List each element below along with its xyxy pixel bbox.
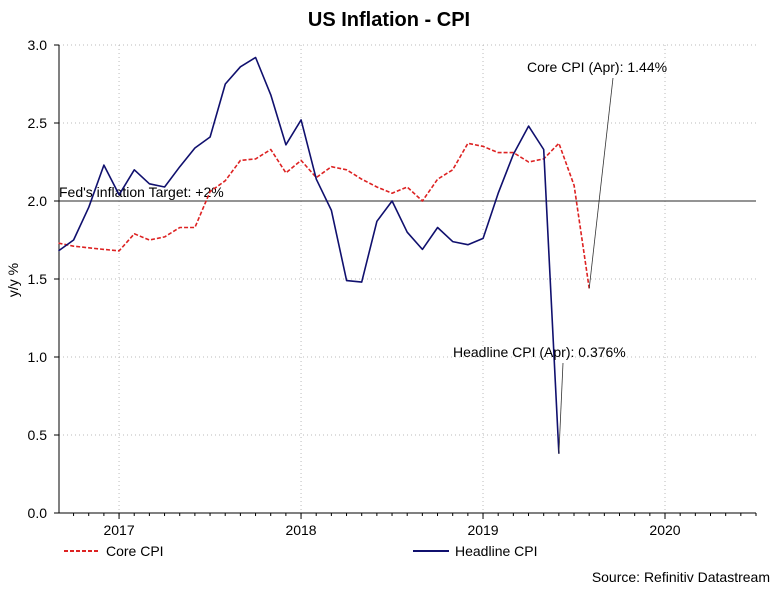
- y-tick-label: 1.5: [28, 271, 48, 287]
- x-tick-label: 2018: [285, 522, 316, 538]
- annotation-leader: [558, 362, 564, 454]
- y-tick-label: 0.0: [28, 505, 48, 521]
- x-tick-label: 2019: [467, 522, 498, 538]
- core-cpi-line: [58, 142, 590, 289]
- legend-headline-label: Headline CPI: [455, 543, 538, 559]
- annotation-label: Headline CPI (Apr): 0.376%: [453, 344, 626, 360]
- y-tick-label: 2.0: [28, 193, 48, 209]
- annotation-leader: [588, 77, 614, 289]
- annotation-label: Core CPI (Apr): 1.44%: [527, 59, 667, 75]
- axes: 0.0 0.5 1.0 1.5 2.0 2.5 3.0 2017 2018 2019 2020: [28, 37, 757, 538]
- series: [58, 56, 590, 454]
- y-tick-label: 0.5: [28, 427, 48, 443]
- y-axis-label: y/y %: [5, 263, 21, 297]
- y-tick-label: 3.0: [28, 37, 48, 53]
- y-tick-label: 1.0: [28, 349, 48, 365]
- x-tick-label: 2017: [103, 522, 134, 538]
- gridlines: [59, 44, 756, 513]
- chart-title: US Inflation - CPI: [308, 9, 470, 31]
- y-tick-label: 2.5: [28, 115, 48, 131]
- source-note: Source: Refinitiv Datastream: [592, 569, 770, 585]
- headline-cpi-line: [58, 56, 560, 454]
- target-line-label: Fed's inflation Target: +2%: [59, 184, 224, 200]
- legend: Core CPI Headline CPI: [64, 543, 538, 559]
- x-tick-label: 2020: [649, 522, 680, 538]
- legend-core-label: Core CPI: [106, 543, 164, 559]
- annotations: Core CPI (Apr): 1.44% Headline CPI (Apr):…: [453, 59, 667, 454]
